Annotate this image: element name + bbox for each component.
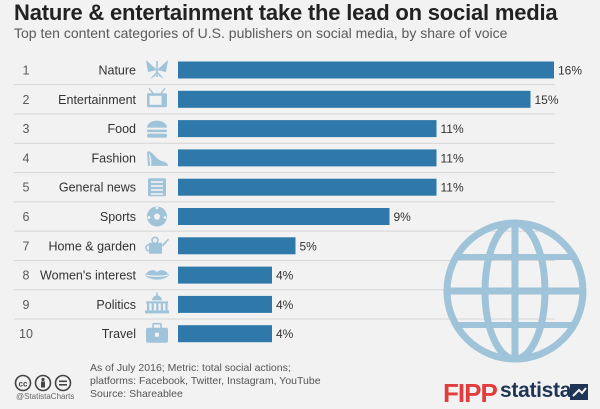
value-label: 4%	[276, 269, 294, 283]
category-label: Entertainment	[58, 93, 136, 107]
note-line: As of July 2016; Metric: total social ac…	[90, 362, 291, 374]
category-label: Fashion	[92, 151, 137, 165]
by-icon	[34, 374, 52, 392]
category-label: Nature	[98, 64, 136, 78]
statista-logo[interactable]: statista	[500, 379, 572, 402]
rank-label: 6	[23, 210, 30, 224]
value-label: 11%	[441, 181, 464, 195]
value-label: 9%	[394, 210, 412, 224]
statista-mark-icon	[570, 384, 588, 400]
cc-icon: cc	[14, 374, 32, 392]
rank-label: 7	[23, 239, 30, 253]
soccer-ball-icon	[147, 206, 167, 227]
value-label: 11%	[441, 122, 464, 136]
bar-row: 9 Politics 4%	[14, 289, 555, 314]
category-label: Home & garden	[48, 239, 136, 253]
newspaper-icon	[148, 178, 166, 197]
source-note: As of July 2016; Metric: total social ac…	[90, 362, 321, 401]
bar	[178, 90, 531, 108]
bar	[178, 120, 437, 138]
watering-can-icon	[145, 236, 169, 254]
suitcase-icon	[146, 322, 168, 343]
rank-label: 3	[23, 122, 30, 136]
bar-row: 10 Travel 4%	[14, 318, 555, 343]
bar	[178, 295, 272, 313]
bar	[178, 208, 390, 225]
category-label: Politics	[96, 298, 136, 312]
bar	[178, 61, 554, 79]
rank-label: 9	[23, 298, 30, 312]
note-line: platforms: Facebook, Twitter, Instagram,…	[90, 375, 321, 387]
nd-icon	[54, 374, 72, 392]
capitol-building-icon	[145, 292, 169, 314]
bar-row: 4 Fashion 11%	[14, 142, 555, 167]
bar-row: 7 Home & garden 5%	[14, 230, 555, 255]
burger-icon	[147, 120, 167, 138]
rank-label: 1	[23, 64, 30, 78]
tv-icon	[147, 87, 167, 108]
value-label: 16%	[558, 64, 582, 78]
chart-title: Nature & entertainment take the lead on …	[14, 0, 558, 25]
value-label: 4%	[276, 298, 294, 312]
category-label: Women's interest	[40, 269, 136, 283]
category-label: Travel	[102, 327, 136, 341]
svg-text:cc: cc	[19, 380, 28, 389]
value-label: 11%	[441, 151, 464, 165]
category-label: Sports	[100, 210, 136, 224]
bar	[178, 237, 296, 255]
chart-rows: 1 Nature 16% 2 Entertainment 15% 3 Food 11% 4 Fash…	[14, 60, 582, 343]
rank-label: 5	[23, 181, 30, 195]
bar	[178, 266, 272, 284]
rank-label: 8	[23, 269, 30, 283]
bar-row: 6 Sports 9%	[14, 201, 555, 227]
bar-row: 2 Entertainment 15%	[14, 84, 559, 108]
license-icons: cc	[14, 374, 72, 392]
lips-icon	[145, 270, 169, 280]
value-label: 15%	[535, 93, 559, 107]
bar	[178, 325, 272, 343]
bar-row: 5 General news 11%	[14, 172, 555, 197]
value-label: 5%	[300, 239, 318, 253]
bar-row: 8 Women's interest 4%	[14, 259, 555, 284]
rank-label: 10	[19, 327, 33, 341]
chart-subtitle: Top ten content categories of U.S. publi…	[14, 25, 508, 41]
bar-row: 1 Nature 16%	[23, 60, 582, 79]
high-heel-icon	[147, 150, 168, 166]
value-label: 4%	[276, 327, 294, 341]
source-line: Source: Shareablee	[90, 388, 183, 400]
twitter-handle[interactable]: @StatistaCharts	[16, 392, 75, 401]
rank-label: 2	[23, 93, 30, 107]
category-label: General news	[59, 181, 136, 195]
category-label: Food	[108, 122, 137, 136]
butterfly-icon	[146, 60, 168, 79]
bar-chart: 1 Nature 16% 2 Entertainment 15% 3 Food 11% 4 Fash…	[14, 60, 587, 363]
bar-row: 3 Food 11%	[14, 113, 555, 138]
rank-label: 4	[23, 151, 30, 165]
globe-icon	[443, 219, 587, 363]
bar	[178, 149, 437, 167]
bar	[178, 178, 437, 196]
fipp-logo[interactable]: FIPP	[443, 378, 498, 408]
